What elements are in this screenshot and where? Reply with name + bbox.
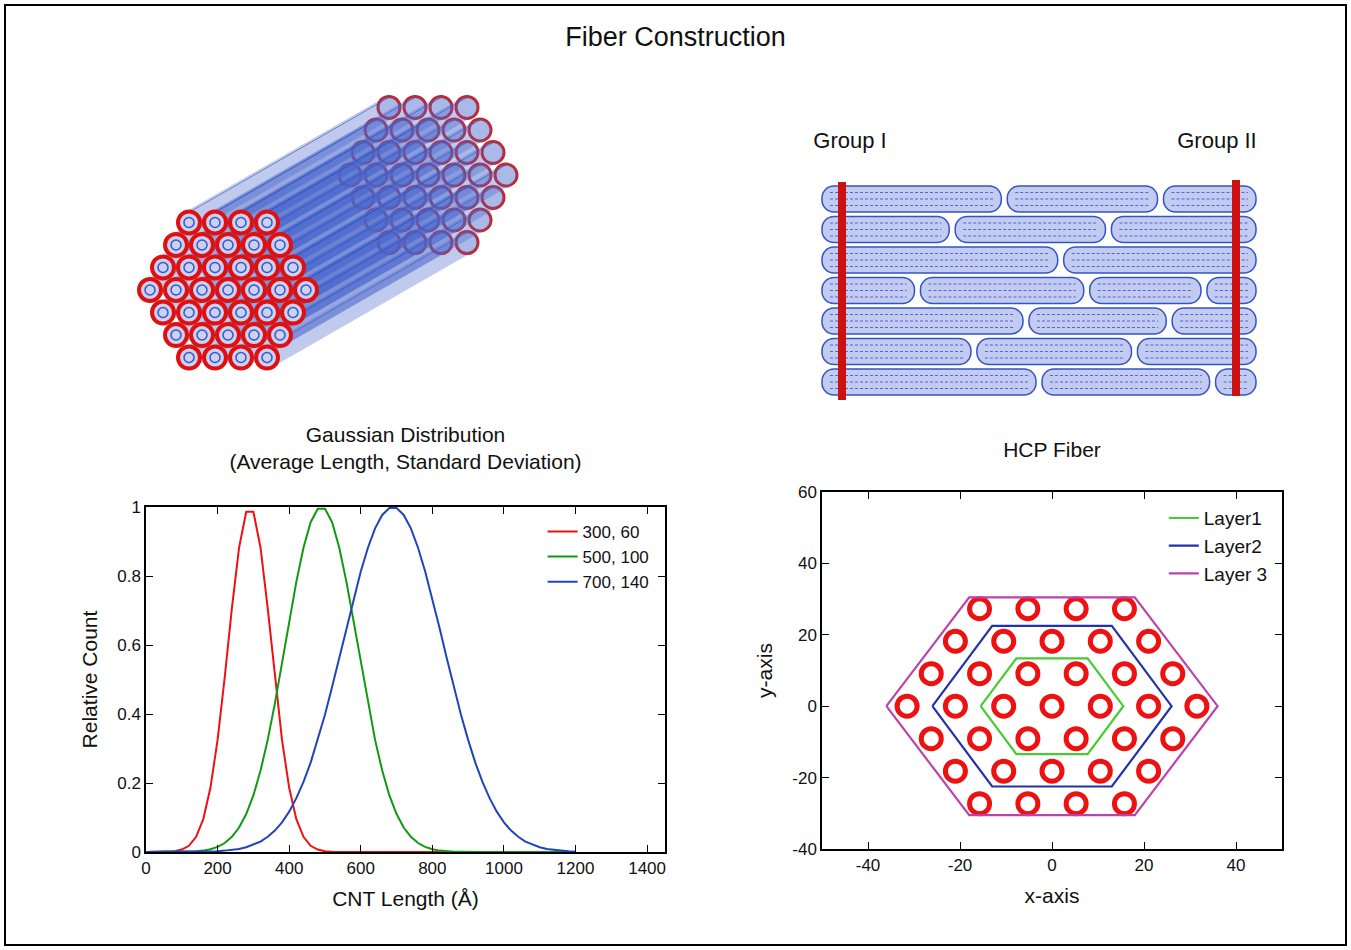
svg-text:HCP Fiber: HCP Fiber	[1003, 438, 1101, 461]
svg-text:1200: 1200	[557, 859, 595, 878]
svg-text:Layer 3: Layer 3	[1204, 564, 1267, 585]
svg-text:Gaussian Distribution(Average: Gaussian Distribution(Average Length, St…	[229, 423, 581, 473]
svg-text:400: 400	[275, 859, 303, 878]
svg-text:0.4: 0.4	[117, 705, 141, 724]
svg-text:20: 20	[798, 626, 817, 645]
svg-text:Layer1: Layer1	[1204, 508, 1262, 529]
html-text:Fiber Construction: Fiber Construction	[565, 22, 786, 52]
svg-text:x-axis: x-axis	[1025, 884, 1080, 907]
svg-text:0: 0	[131, 843, 140, 862]
svg-text:0.8: 0.8	[117, 567, 141, 586]
svg-text:1: 1	[131, 498, 140, 517]
svg-text:40: 40	[1227, 856, 1246, 875]
svg-text:1000: 1000	[485, 859, 523, 878]
svg-text:Relative Count: Relative Count	[78, 610, 101, 748]
svg-text:0.2: 0.2	[117, 774, 141, 793]
svg-text:60: 60	[798, 483, 817, 502]
svg-text:y-axis: y-axis	[753, 643, 776, 698]
svg-text:1400: 1400	[628, 859, 666, 878]
svg-text:200: 200	[203, 859, 231, 878]
svg-text:Group II: Group II	[1177, 128, 1256, 153]
svg-text:Group I: Group I	[813, 128, 886, 153]
svg-text:0: 0	[807, 697, 816, 716]
svg-text:-20: -20	[792, 769, 817, 788]
svg-text:-20: -20	[948, 856, 973, 875]
svg-text:40: 40	[798, 554, 817, 573]
svg-text:-40: -40	[856, 856, 881, 875]
svg-text:600: 600	[347, 859, 375, 878]
svg-text:500, 100: 500, 100	[583, 548, 649, 567]
svg-text:0: 0	[1047, 856, 1056, 875]
svg-text:CNT Length (Å): CNT Length (Å)	[332, 887, 479, 910]
svg-text:700, 140: 700, 140	[583, 573, 649, 592]
svg-text:300, 60: 300, 60	[583, 523, 640, 542]
svg-text:Layer2: Layer2	[1204, 536, 1262, 557]
svg-text:0: 0	[141, 859, 150, 878]
svg-text:-40: -40	[792, 840, 817, 859]
svg-text:0.6: 0.6	[117, 636, 141, 655]
svg-text:800: 800	[418, 859, 446, 878]
svg-text:20: 20	[1135, 856, 1154, 875]
